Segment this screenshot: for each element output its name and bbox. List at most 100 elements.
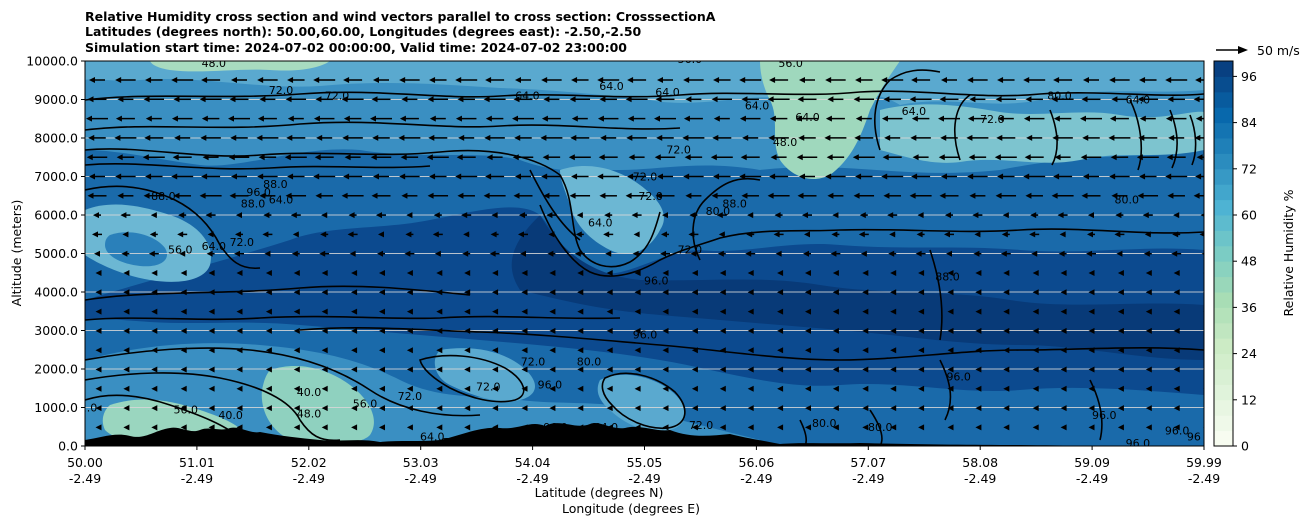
contour-label: 80.0 [1114,194,1139,207]
wind-vector [912,154,929,161]
wind-vector [855,77,873,83]
wind-vector [150,212,157,219]
wind-vector [1136,154,1159,161]
wind-vector [265,270,272,276]
wind-vector [862,327,869,334]
contour-label: 64.0 [599,80,624,93]
wind-vector [716,212,727,219]
wind-vector [1114,231,1125,238]
wind-vector [457,192,475,199]
wind-vector [265,347,272,354]
wind-vector [657,173,673,180]
wind-vector [890,424,897,431]
terrain [85,423,1204,446]
wind-vector [343,115,362,122]
wind-vector [293,424,300,431]
wind-vector [799,173,815,180]
wind-vector [521,385,528,392]
wind-vector [910,134,931,141]
colorbar-level [1214,307,1233,324]
wind-vector [1053,77,1073,83]
wind-vectors [86,77,1204,431]
wind-vector [180,424,187,431]
wind-vector [293,327,300,334]
wind-vector [293,405,300,412]
wind-vector [1003,405,1010,412]
wind-vector [1032,327,1039,334]
wind-vector [625,96,648,103]
wind-vector [351,424,358,431]
wind-vector [464,270,471,276]
wind-vector [205,212,216,219]
wind-vector [938,115,960,122]
title-line-3: Simulation start time: 2024-07-02 00:00:… [85,40,627,55]
wind-vector [967,115,987,122]
wind-vector [541,77,562,83]
colorbar-level [1214,91,1233,108]
contour-label: 64.0 [420,430,445,443]
wind-vector [1060,405,1067,412]
contour-label: 48.0 [202,57,227,70]
wind-vector [827,96,844,103]
rh-patch-top-green-2 [150,61,330,72]
wind-vector [263,212,272,219]
y-tick-label: 3000.0 [34,323,78,338]
wind-vector [718,231,725,238]
wind-vector [1145,405,1152,412]
wind-vector [634,289,641,296]
wind-vector [483,96,506,103]
wind-vector [1173,289,1180,296]
wind-vector [796,115,818,122]
wind-vector [207,231,214,238]
wind-vector [1052,134,1073,141]
wind-vector [347,231,358,238]
wind-vector [975,385,982,392]
wind-vector [379,270,385,276]
wind-vector [946,250,952,257]
wind-vector [515,77,531,83]
wind-vector [739,173,762,180]
x-tick-label-lon: -2.49 [852,471,884,486]
y-tick-label: 0.0 [58,439,78,454]
wind-vector [662,385,669,392]
wind-vector [1165,173,1188,180]
wind-vector [1111,192,1128,199]
wind-vector [918,347,925,354]
wind-vector [719,347,726,354]
wind-vector [149,231,158,238]
wind-vector [491,212,498,219]
wind-vector [290,212,301,219]
wind-vector [321,385,328,392]
wind-vector [710,154,733,161]
wind-vector [691,424,698,431]
wind-vector [741,192,759,199]
wind-vector [1145,385,1152,392]
x-tick-label-lon: -2.49 [1076,471,1108,486]
wind-vector [1168,134,1185,141]
wind-vector [520,250,526,257]
wind-vector [711,96,733,103]
wind-vector [259,192,276,199]
wind-vector [351,270,358,276]
wind-vector [997,77,1015,83]
wind-vector [379,385,385,392]
wind-vector [911,115,930,122]
wind-vector [549,270,556,276]
wind-vector [627,115,646,122]
wind-vector [599,192,617,199]
wind-vector [975,366,982,373]
wind-vector [95,270,102,276]
colorbar-level [1214,399,1233,416]
wind-vector [122,231,129,238]
wind-vector [975,424,982,431]
wind-vector [313,173,336,180]
wind-vector [947,327,954,334]
wind-vector [1088,327,1095,334]
wind-vector [767,192,790,199]
contour-label: 56.0 [778,57,803,70]
wind-vector [541,115,561,122]
wind-vector [231,173,247,180]
wind-vector [234,250,244,257]
wind-vector [917,212,924,219]
wind-vector [973,250,982,257]
